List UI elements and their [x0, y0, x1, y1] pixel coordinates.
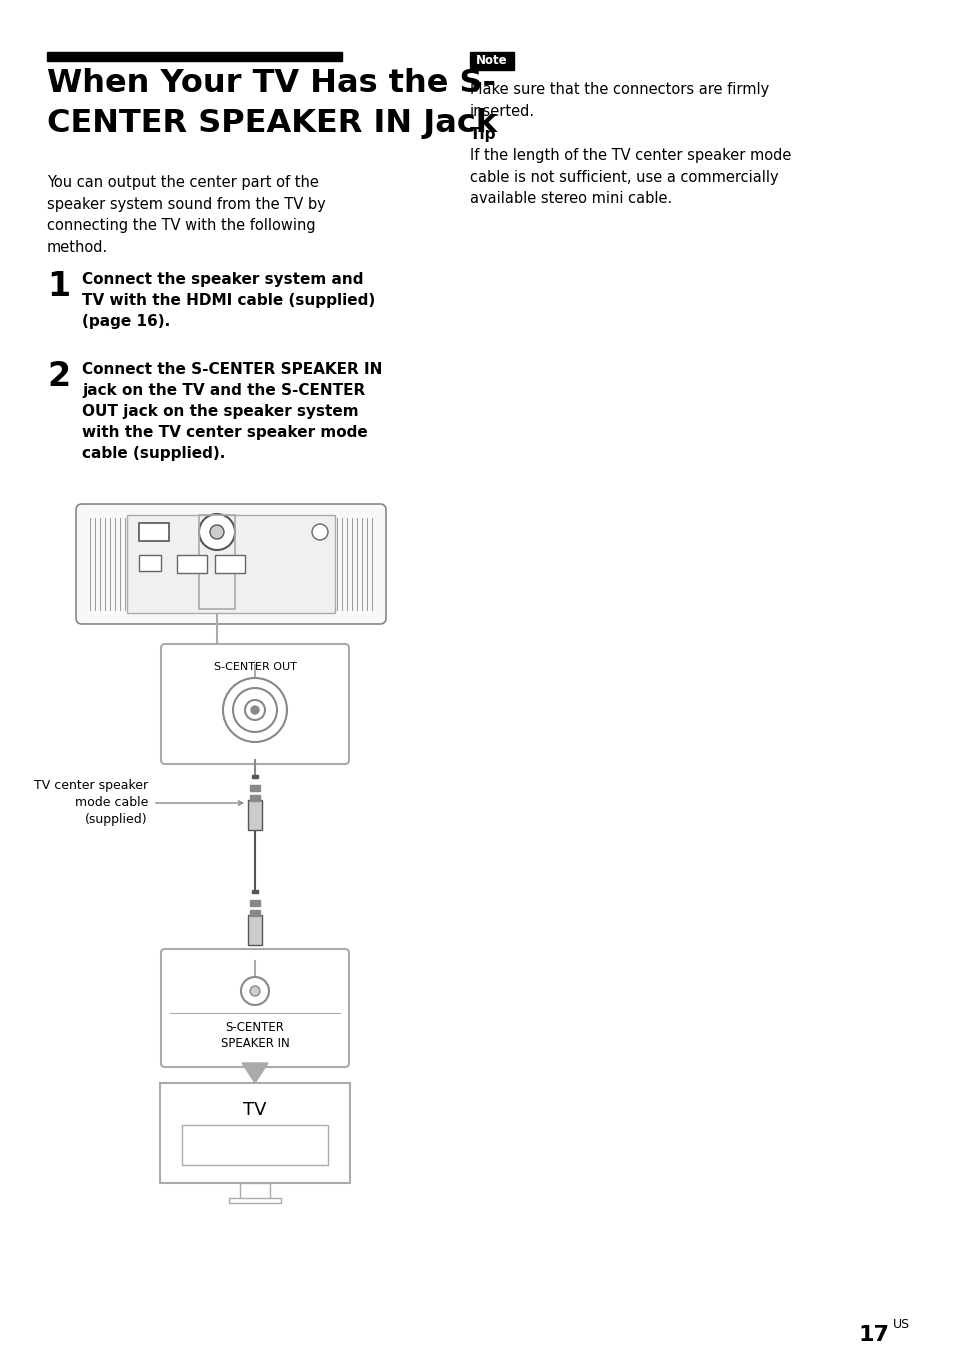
Bar	[177, 555, 207, 573]
Bar	[240, 1183, 270, 1201]
Bar	[250, 784, 260, 791]
Bar	[470, 52, 514, 71]
Text: TV center speaker
mode cable
(supplied): TV center speaker mode cable (supplied)	[34, 779, 148, 826]
Circle shape	[199, 514, 234, 550]
Bar	[248, 801, 262, 830]
Bar	[139, 522, 169, 541]
Bar	[229, 1198, 281, 1204]
Bar	[139, 555, 161, 571]
Bar	[216, 567, 243, 570]
FancyBboxPatch shape	[76, 503, 386, 624]
Circle shape	[233, 688, 276, 731]
Bar	[199, 516, 234, 609]
Text: CENTER SPEAKER IN Jack: CENTER SPEAKER IN Jack	[47, 109, 497, 138]
Circle shape	[251, 706, 258, 714]
Text: You can output the center part of the
speaker system sound from the TV by
connec: You can output the center part of the sp…	[47, 175, 325, 255]
Text: 1: 1	[47, 270, 71, 303]
Text: Connect the speaker system and
TV with the HDMI cable (supplied)
(page 16).: Connect the speaker system and TV with t…	[82, 271, 375, 328]
Text: 2: 2	[47, 360, 71, 394]
Bar	[248, 915, 262, 944]
Text: S-CENTER OUT: S-CENTER OUT	[213, 662, 296, 672]
Bar	[182, 1125, 328, 1166]
Text: Connect the S-CENTER SPEAKER IN
jack on the TV and the S-CENTER
OUT jack on the : Connect the S-CENTER SPEAKER IN jack on …	[82, 362, 382, 461]
Bar	[250, 900, 260, 906]
Bar	[252, 775, 257, 778]
Bar	[127, 516, 335, 613]
Text: S-CENTER
SPEAKER IN: S-CENTER SPEAKER IN	[220, 1020, 289, 1050]
Text: Tip: Tip	[470, 128, 496, 142]
Circle shape	[223, 678, 287, 742]
Bar	[252, 890, 257, 893]
Bar	[47, 52, 341, 61]
Text: 17: 17	[858, 1324, 889, 1345]
Circle shape	[312, 524, 328, 540]
Bar	[214, 555, 245, 573]
Polygon shape	[242, 1063, 268, 1083]
Text: When Your TV Has the S-: When Your TV Has the S-	[47, 68, 496, 99]
Circle shape	[250, 987, 260, 996]
Text: US: US	[892, 1318, 909, 1331]
Circle shape	[210, 525, 224, 539]
Bar	[179, 567, 205, 570]
FancyBboxPatch shape	[161, 949, 349, 1067]
Text: TV: TV	[243, 1101, 267, 1120]
Bar	[250, 795, 260, 801]
Text: Note: Note	[476, 54, 507, 68]
FancyBboxPatch shape	[161, 645, 349, 764]
Circle shape	[241, 977, 269, 1006]
Bar	[160, 1083, 350, 1183]
Text: Make sure that the connectors are firmly
inserted.: Make sure that the connectors are firmly…	[470, 81, 768, 118]
Circle shape	[245, 700, 265, 721]
Text: If the length of the TV center speaker mode
cable is not sufficient, use a comme: If the length of the TV center speaker m…	[470, 148, 791, 206]
Bar	[250, 911, 260, 916]
